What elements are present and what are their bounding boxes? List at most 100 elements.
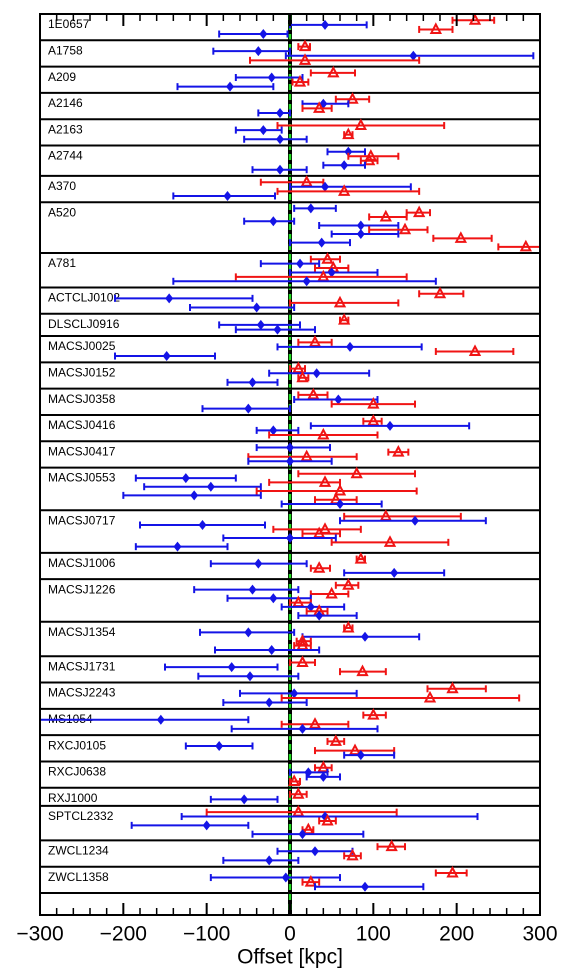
marker (446, 681, 459, 694)
marker (215, 741, 224, 752)
marker (244, 403, 253, 414)
marker (317, 427, 330, 440)
marker (206, 481, 215, 492)
marker (304, 874, 317, 887)
marker (254, 558, 263, 569)
marker (265, 855, 274, 866)
marker (302, 276, 311, 287)
marker (356, 750, 365, 761)
marker (252, 302, 261, 313)
marker (386, 420, 394, 431)
marker (317, 760, 330, 773)
marker (342, 127, 355, 140)
marker (468, 344, 482, 356)
marker (327, 267, 336, 278)
marker (433, 286, 447, 299)
marker (342, 620, 355, 633)
row-label: MACSJ1006 (48, 556, 116, 570)
marker (311, 846, 319, 857)
marker (348, 743, 362, 756)
marker (346, 848, 359, 861)
marker (244, 627, 253, 638)
marker (162, 351, 171, 362)
marker (333, 483, 347, 496)
marker (259, 29, 268, 40)
row-label: A2163 (48, 122, 83, 136)
marker (240, 794, 249, 805)
x-tick-label: 300 (522, 923, 557, 946)
marker (223, 190, 232, 201)
marker (383, 535, 397, 547)
row-label: A1758 (48, 43, 83, 57)
row-label: MACSJ1731 (48, 659, 116, 673)
marker (292, 787, 305, 799)
marker (276, 107, 284, 118)
marker (342, 578, 355, 590)
marker (226, 81, 234, 92)
marker (248, 584, 257, 595)
marker (338, 184, 351, 196)
row-label: MACSJ0025 (48, 339, 116, 353)
marker (390, 567, 399, 578)
marker (356, 220, 365, 231)
marker (276, 164, 284, 175)
marker (423, 690, 437, 703)
marker (336, 499, 344, 510)
marker (254, 46, 263, 57)
marker (350, 466, 363, 479)
row-label: ZWCL1234 (48, 844, 109, 858)
row-label: RXCJ0638 (48, 765, 106, 779)
marker (354, 118, 367, 131)
row-label: MACSJ0152 (48, 366, 116, 380)
marker (293, 74, 307, 87)
marker (173, 541, 182, 552)
row-label: SPTCL2332 (48, 809, 114, 823)
row-label: A781 (48, 256, 76, 270)
marker (398, 222, 412, 235)
marker (248, 377, 257, 388)
x-axis-label: Offset [kpc] (237, 946, 343, 969)
marker (298, 39, 312, 52)
marker (338, 313, 351, 325)
marker (306, 203, 315, 214)
marker (379, 209, 392, 222)
marker (329, 734, 342, 746)
marker (519, 239, 532, 252)
marker (269, 425, 278, 436)
marker (411, 515, 419, 526)
marker (367, 396, 380, 409)
marker (454, 231, 467, 243)
marker (286, 456, 294, 467)
marker (321, 181, 329, 192)
marker (361, 881, 369, 892)
marker (346, 92, 359, 104)
marker (333, 295, 347, 308)
marker (307, 387, 320, 400)
marker (298, 53, 312, 65)
marker (413, 205, 426, 218)
marker (259, 125, 268, 136)
marker (298, 723, 307, 734)
marker (385, 839, 398, 852)
row-label: MACSJ0416 (48, 418, 116, 432)
marker (286, 442, 294, 453)
x-tick-label: −200 (100, 923, 147, 946)
marker (276, 134, 284, 145)
marker (321, 813, 334, 826)
row-label: RXJ1000 (48, 791, 98, 805)
row-label: DLSCLJ0916 (48, 317, 120, 331)
row-label: MACSJ0358 (48, 392, 116, 406)
marker (306, 601, 315, 612)
marker (256, 319, 265, 330)
row-label: A370 (48, 179, 76, 193)
marker (267, 72, 276, 83)
marker (367, 707, 380, 720)
row-label: A209 (48, 70, 76, 84)
marker (392, 444, 405, 457)
marker (227, 662, 236, 673)
row-label: RXCJ0105 (48, 738, 106, 752)
marker (298, 829, 307, 840)
row-label: MACSJ1226 (48, 582, 116, 596)
marker (290, 688, 299, 699)
